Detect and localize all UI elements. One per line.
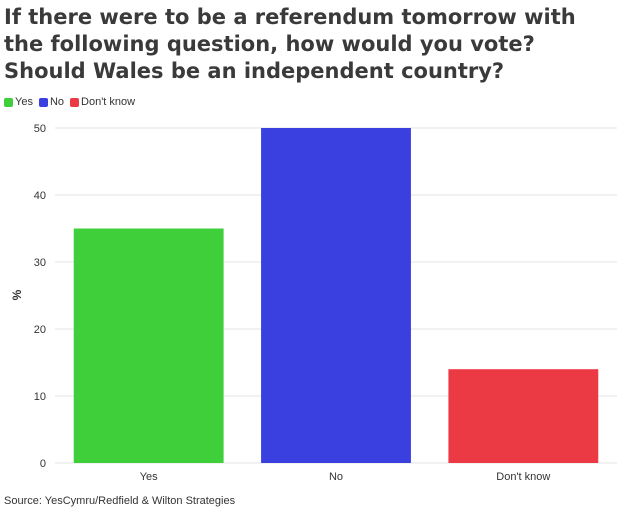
bar-no[interactable] — [261, 128, 411, 463]
chart-title: If there were to be a referendum tomorro… — [4, 5, 576, 83]
y-tick-label: 0 — [40, 458, 46, 470]
legend-label-dont-know: Don't know — [81, 96, 136, 108]
y-tick-label: 10 — [34, 391, 46, 403]
y-tick-label: 40 — [34, 190, 46, 202]
legend-item-no[interactable]: No — [38, 96, 65, 108]
y-tick-label: 50 — [34, 123, 46, 135]
legend-item-yes[interactable]: Yes — [4, 96, 33, 108]
x-tick-label: No — [329, 471, 343, 483]
x-axis-ticks: Yes No Don't know — [140, 471, 551, 483]
bars — [73, 128, 599, 464]
legend-swatch-yes — [4, 97, 13, 107]
y-axis-label: % — [10, 289, 24, 300]
legend: Yes No Don't know — [4, 96, 141, 108]
legend-swatch-dont-know — [70, 97, 80, 107]
x-tick-label: Don't know — [496, 471, 550, 483]
legend-item-dont-know[interactable]: Don't know — [70, 96, 135, 108]
bar-don-t-know[interactable] — [448, 369, 599, 463]
x-tick-label: Yes — [140, 471, 158, 483]
y-tick-label: 30 — [34, 257, 46, 269]
legend-label-no: No — [49, 96, 65, 108]
y-tick-label: 20 — [34, 324, 46, 336]
source-note: Source: YesCymru/Redfield & Wilton Strat… — [4, 495, 236, 507]
y-axis-ticks: 0 10 20 30 40 50 — [34, 123, 46, 470]
legend-label-yes: Yes — [15, 96, 33, 108]
legend-swatch-no — [38, 97, 48, 107]
bar-yes[interactable] — [73, 228, 224, 464]
